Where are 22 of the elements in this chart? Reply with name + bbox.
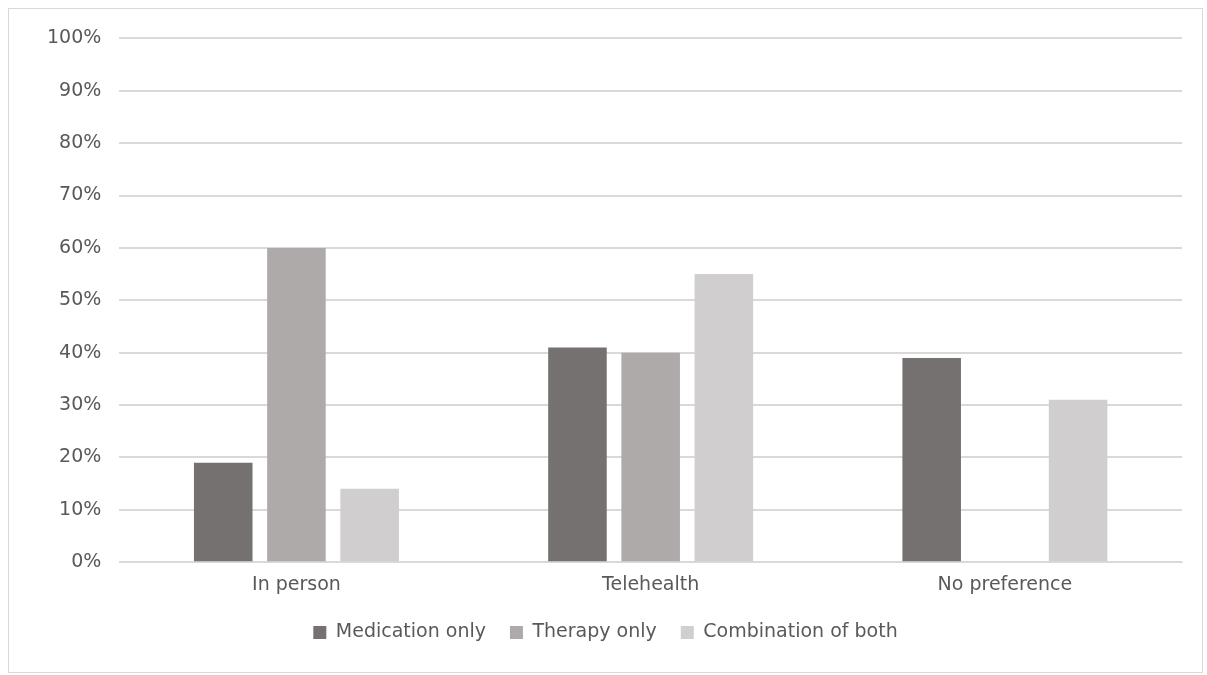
y-tick-label: 20% xyxy=(59,444,102,467)
legend-label: Medication only xyxy=(335,619,486,642)
x-tick-label: In person xyxy=(252,571,341,594)
y-tick-label: 100% xyxy=(46,25,102,48)
x-tick-label: No preference xyxy=(937,571,1073,594)
y-tick-label: 70% xyxy=(59,182,102,205)
legend-label: Therapy only xyxy=(531,619,657,642)
y-tick-label: 10% xyxy=(59,496,102,519)
bar xyxy=(902,357,961,562)
bar xyxy=(267,247,326,562)
y-tick-label: 0% xyxy=(71,549,102,572)
legend-label: Combination of both xyxy=(703,619,898,642)
y-tick-label: 30% xyxy=(59,392,102,414)
y-tick-label: 80% xyxy=(59,130,102,153)
x-tick-label: Telehealth xyxy=(601,571,700,594)
y-tick-label: 60% xyxy=(59,234,102,257)
y-tick-label: 90% xyxy=(59,77,102,100)
bar xyxy=(548,347,607,562)
y-tick-label: 40% xyxy=(59,339,102,362)
bar xyxy=(193,462,253,562)
y-tick-label: 50% xyxy=(59,287,102,310)
bar xyxy=(621,352,680,562)
